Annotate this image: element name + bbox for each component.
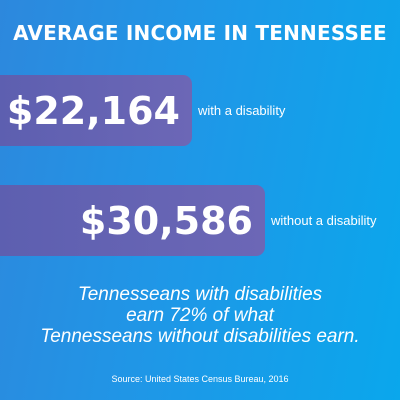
bar-value-label: $30,586 (79, 198, 253, 243)
bar-value-label: $22,164 (6, 88, 180, 133)
chart-title: AVERAGE INCOME IN TENNESSEE (13, 21, 387, 45)
source-note: Source: United States Census Bureau, 201… (111, 374, 289, 384)
bar-category-label: without a disability (271, 212, 377, 228)
bar-category-label: with a disability (198, 102, 286, 118)
statement: Tennesseans with disabilities earn 72% o… (0, 284, 400, 347)
statement-line: Tennesseans with disabilities (77, 284, 323, 305)
bar: $30,586 (0, 185, 265, 256)
bar: $22,164 (0, 75, 192, 146)
statement-line: Tennesseans without disabilities earn. (40, 326, 360, 347)
statement-line: earn 72% of what (126, 305, 274, 326)
